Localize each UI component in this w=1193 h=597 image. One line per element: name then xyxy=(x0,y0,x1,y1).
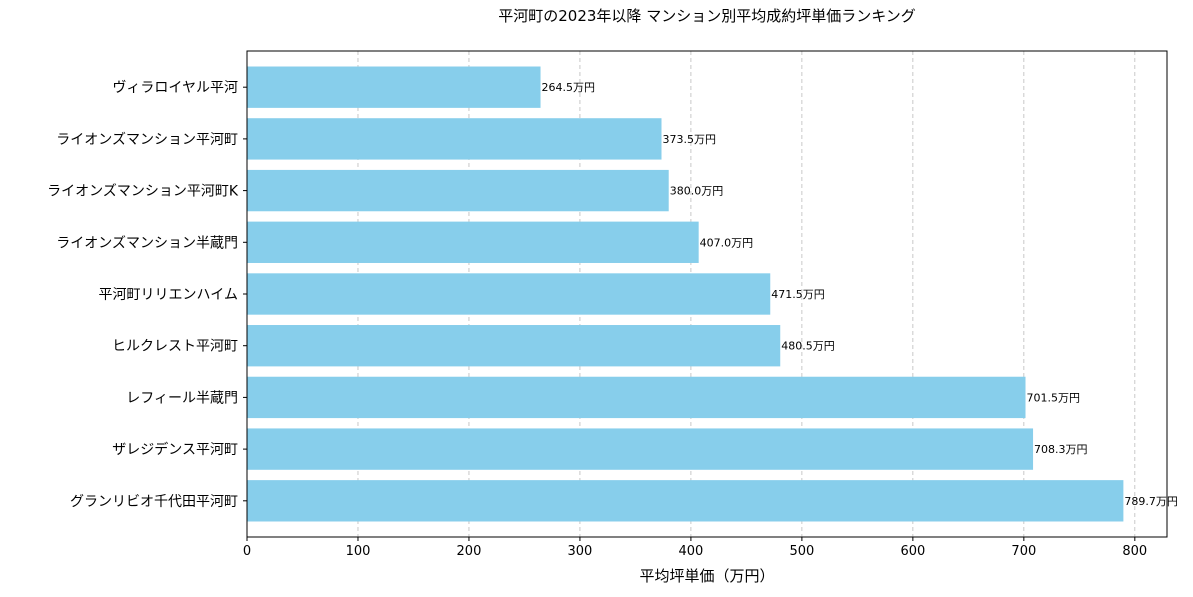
data-label: 701.5万円 xyxy=(1027,391,1081,404)
bar xyxy=(247,480,1124,522)
data-label: 708.3万円 xyxy=(1034,443,1088,456)
y-tick-label: ヴィラロイヤル平河 xyxy=(112,79,238,96)
x-tick-label: 700 xyxy=(1011,544,1036,559)
bar xyxy=(247,221,699,263)
bar xyxy=(247,273,771,315)
x-tick-label: 0 xyxy=(243,544,251,559)
data-label: 373.5万円 xyxy=(662,133,716,146)
data-label: 264.5万円 xyxy=(542,81,596,94)
bar xyxy=(247,66,541,108)
x-tick-label: 300 xyxy=(568,544,593,559)
chart-title: 平河町の2023年以降 マンション別平均成約坪単価ランキング xyxy=(498,7,916,25)
data-label: 471.5万円 xyxy=(771,288,825,301)
x-tick-label: 200 xyxy=(457,544,482,559)
y-tick-label: ヒルクレスト平河町 xyxy=(112,339,238,355)
x-tick-label: 600 xyxy=(900,544,925,559)
y-tick-label: ライオンズマンション半蔵門 xyxy=(56,235,238,251)
bar xyxy=(247,325,781,367)
data-label: 480.5万円 xyxy=(781,340,835,353)
y-tick-label: ライオンズマンション平河町 xyxy=(56,132,238,148)
data-label: 380.0万円 xyxy=(670,185,724,198)
x-axis: 0 100 200 300 400 500 600 700 800 xyxy=(243,537,1147,559)
y-tick-label: グランリビオ千代田平河町 xyxy=(70,494,238,510)
y-tick-label: ライオンズマンション平河町K xyxy=(47,184,239,200)
y-tick-label: 平河町リリエンハイム xyxy=(99,287,238,303)
bars: 264.5万円 373.5万円 380.0万円 407.0万円 471.5万円 480.5… xyxy=(247,66,1178,522)
y-tick-label: レフィール半蔵門 xyxy=(126,390,238,406)
bar xyxy=(247,118,662,160)
x-tick-label: 400 xyxy=(678,544,703,559)
bar xyxy=(247,428,1034,470)
data-label: 789.7万円 xyxy=(1124,495,1178,508)
bar xyxy=(247,376,1026,419)
x-tick-label: 800 xyxy=(1122,544,1147,559)
x-tick-label: 100 xyxy=(346,544,371,559)
x-axis-label: 平均坪単価（万円） xyxy=(639,567,774,585)
bar xyxy=(247,169,669,212)
x-tick-label: 500 xyxy=(789,544,814,559)
data-label: 407.0万円 xyxy=(700,236,754,249)
y-tick-label: ザレジデンス平河町 xyxy=(112,441,238,458)
